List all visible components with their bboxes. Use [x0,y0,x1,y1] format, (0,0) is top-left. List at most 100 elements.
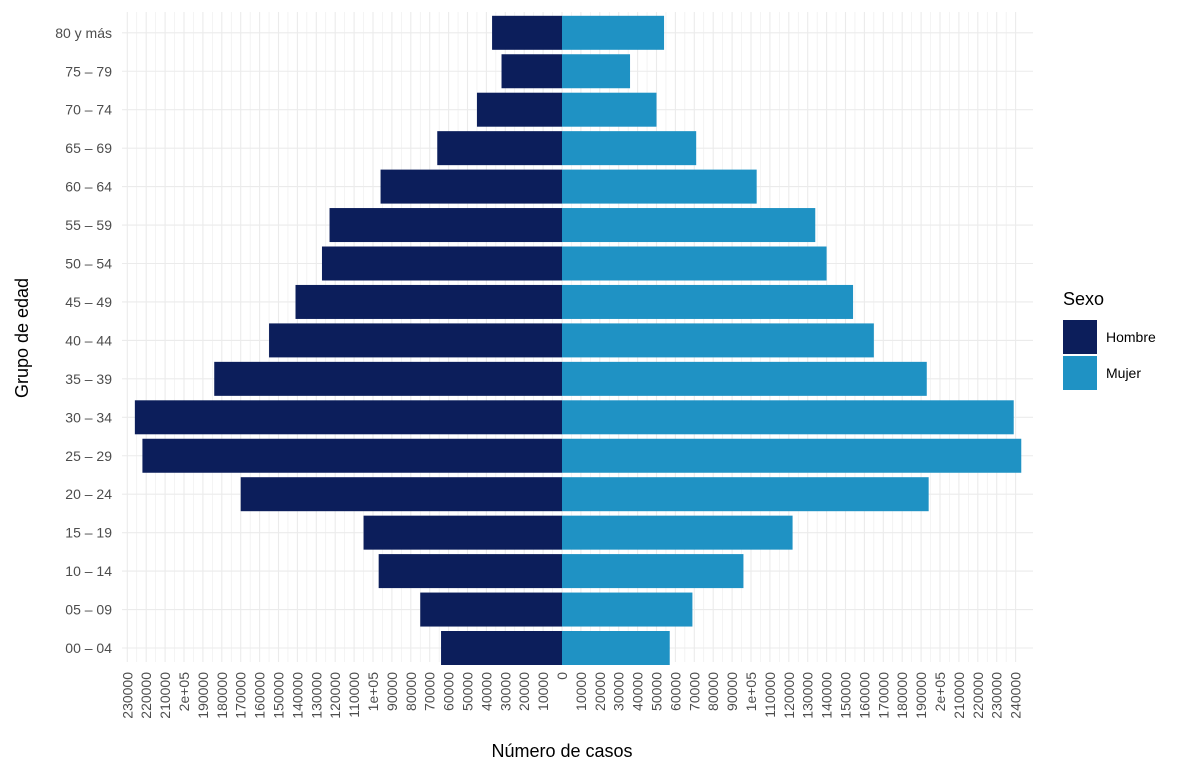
y-tick-label: 70 – 74 [65,102,112,118]
x-axis-ticks: 230000 220000 210000 2e+05 190000 180000 17000… [119,672,1023,719]
x-tick-label: 120000 [781,672,797,719]
x-tick-label: 40000 [478,672,494,711]
bar-mujer-0 [562,631,670,665]
x-tick-label: 80000 [705,672,721,711]
y-tick-label: 40 – 44 [65,332,112,348]
y-tick-label: 55 – 59 [65,217,112,233]
bar-hombre-0 [441,631,562,665]
bar-mujer-12 [562,169,757,204]
x-tick-label: 160000 [856,672,872,719]
x-tick-label: 110000 [346,672,362,718]
bar-hombre-4 [240,477,562,512]
x-tick-label: 210000 [157,672,173,719]
x-tick-label: 230000 [119,672,135,719]
x-tick-label: 120000 [327,672,343,719]
bar-hombre-11 [329,208,562,243]
x-tick-label: 60000 [441,672,457,711]
x-tick-label: 220000 [138,672,154,719]
x-tick-label: 230000 [989,672,1005,719]
bar-mujer-16 [562,15,665,50]
bars-layer [134,15,1022,665]
x-tick-label: 30000 [611,672,627,711]
bar-hombre-5 [142,438,563,473]
x-tick-label: 130000 [800,672,816,719]
y-tick-label: 75 – 79 [65,63,112,79]
legend-key-mujer [1063,356,1097,390]
legend: Sexo Hombre Mujer [1063,289,1156,390]
legend-title: Sexo [1063,289,1104,309]
x-tick-label: 240000 [1008,672,1024,719]
bar-mujer-14 [562,92,657,127]
x-tick-label: 150000 [271,672,287,719]
y-tick-label: 00 – 04 [65,640,112,656]
x-tick-label: 70000 [422,672,438,711]
x-tick-label: 190000 [195,672,211,719]
bar-hombre-14 [476,92,562,127]
x-tick-label: 1e+05 [365,672,381,712]
y-tick-label: 30 – 34 [65,409,112,425]
bar-hombre-3 [363,515,562,550]
x-tick-label: 2e+05 [932,672,948,712]
y-tick-label: 65 – 69 [65,140,112,156]
y-tick-label: 10 – 14 [65,563,112,579]
bar-hombre-9 [295,284,562,319]
bar-mujer-8 [562,323,874,358]
bar-hombre-16 [492,15,562,50]
bar-hombre-1 [420,592,562,627]
x-tick-label: 30000 [497,672,513,711]
x-tick-label: 2e+05 [176,672,192,712]
bar-mujer-11 [562,208,816,243]
x-tick-label: 180000 [894,672,910,719]
x-tick-label: 210000 [951,672,967,719]
y-tick-label: 20 – 24 [65,486,112,502]
x-tick-label: 180000 [214,672,230,719]
x-axis-title: Número de casos [491,741,632,761]
y-tick-label: 15 – 19 [65,525,112,541]
x-tick-label: 160000 [252,672,268,719]
bar-mujer-9 [562,284,854,319]
x-tick-label: 60000 [667,672,683,711]
bar-mujer-13 [562,131,697,166]
x-tick-label: 20000 [516,672,532,711]
x-tick-label: 40000 [630,672,646,711]
bar-hombre-7 [214,361,563,396]
y-axis-title: Grupo de edad [12,278,32,398]
x-tick-label: 70000 [686,672,702,711]
bar-mujer-4 [562,477,929,512]
x-tick-label: 1e+05 [743,672,759,712]
bar-mujer-6 [562,400,1014,435]
y-tick-label: 80 y más [55,25,112,41]
x-tick-label: 90000 [724,672,740,711]
y-tick-label: 60 – 64 [65,179,112,195]
bar-hombre-13 [437,131,562,166]
bar-mujer-7 [562,361,927,396]
x-tick-label: 220000 [970,672,986,719]
bar-mujer-1 [562,592,693,627]
legend-key-hombre [1063,320,1097,354]
y-tick-label: 25 – 29 [65,448,112,464]
bar-mujer-3 [562,515,793,550]
x-tick-label: 20000 [592,672,608,711]
bar-hombre-12 [380,169,562,204]
x-tick-label: 80000 [403,672,419,711]
x-tick-label: 130000 [308,672,324,719]
x-tick-label: 0 [554,672,570,680]
legend-label-hombre: Hombre [1106,329,1156,345]
bar-mujer-10 [562,246,827,281]
x-tick-label: 110000 [762,672,778,718]
y-tick-label: 45 – 49 [65,294,112,310]
x-tick-label: 170000 [875,672,891,719]
x-tick-label: 10000 [535,672,551,711]
bar-mujer-15 [562,54,631,89]
x-tick-label: 190000 [913,672,929,719]
bar-hombre-8 [269,323,562,358]
y-tick-label: 50 – 54 [65,256,112,272]
x-tick-label: 10000 [573,672,589,711]
y-tick-label: 35 – 39 [65,371,112,387]
x-tick-label: 150000 [838,672,854,719]
x-tick-label: 140000 [819,672,835,719]
bar-hombre-2 [378,554,562,589]
y-axis-ticks: 00 – 04 05 – 09 10 – 14 15 – 19 20 – 24 25 – … [55,25,112,656]
x-tick-label: 50000 [460,672,476,711]
